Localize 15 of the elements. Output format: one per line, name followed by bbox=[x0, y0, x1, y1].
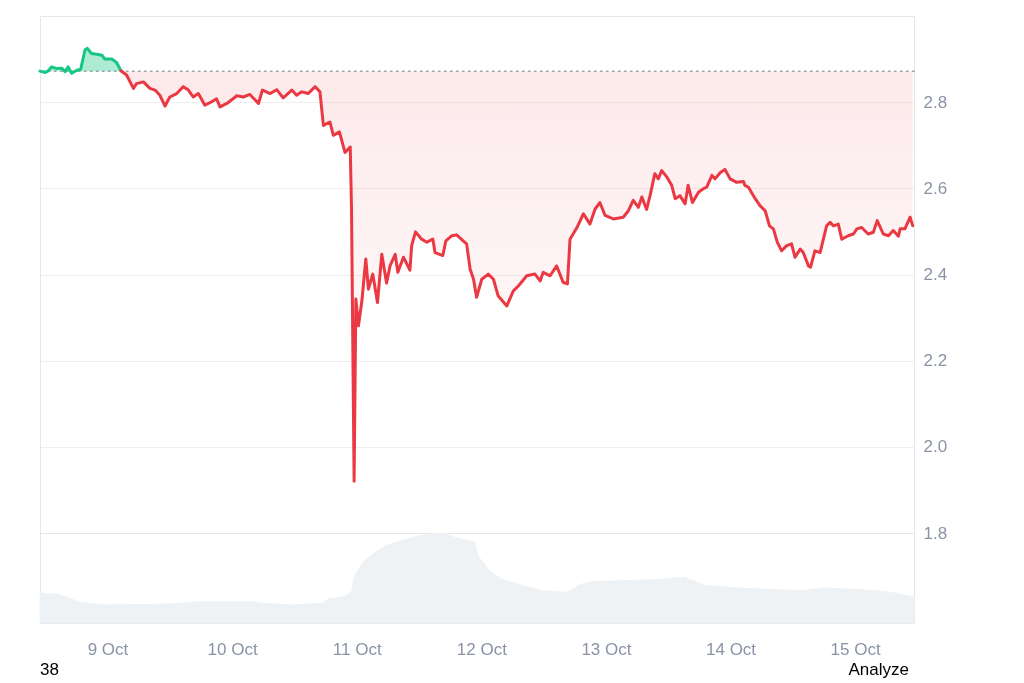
y-tick-label: 2.2 bbox=[923, 351, 948, 371]
y-tick-label: 2.4 bbox=[923, 265, 948, 284]
x-tick-label: 15 Oct bbox=[830, 639, 881, 659]
y-tick-label: 2.0 bbox=[923, 437, 948, 457]
x-tick-label: 10 Oct bbox=[207, 639, 258, 659]
y-tick-label: 2.6 bbox=[923, 178, 948, 198]
text: 38 bbox=[40, 660, 59, 680]
x-tick-label: 11 Oct bbox=[332, 639, 382, 659]
x-tick-label: 12 Oct bbox=[456, 639, 508, 659]
x-tick-label: 9 Oct bbox=[87, 639, 129, 659]
x-tick-label: 14 Oct bbox=[706, 639, 757, 659]
text: Analyze bbox=[848, 660, 909, 680]
y-tick-label: 1.8 bbox=[923, 523, 948, 543]
y-tick-label: 2.8 bbox=[923, 92, 948, 112]
x-tick-label: 13 Oct bbox=[581, 639, 632, 659]
